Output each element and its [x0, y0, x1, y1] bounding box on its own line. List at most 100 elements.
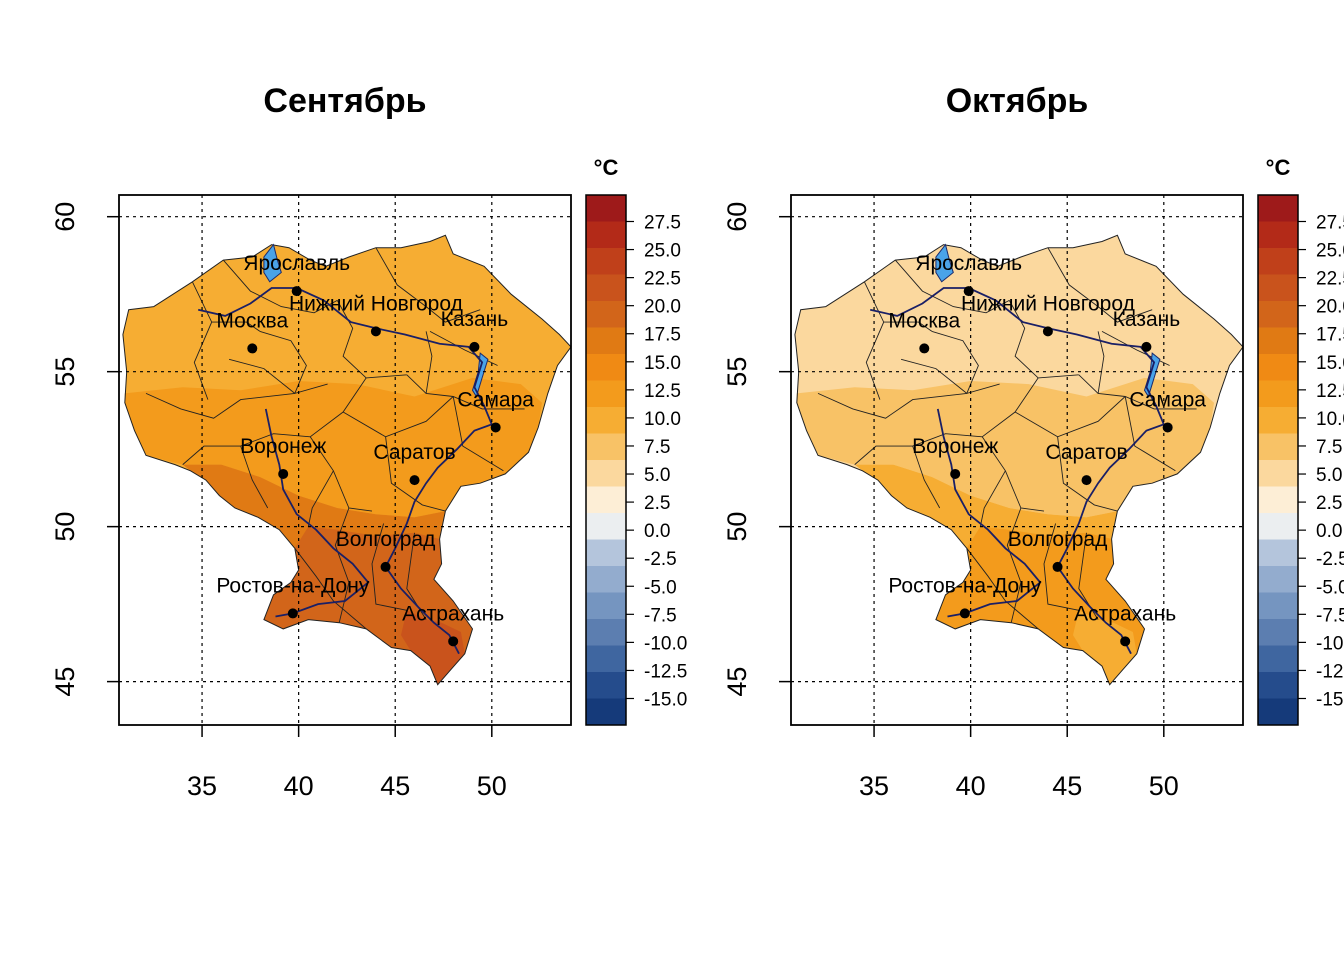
colorbar-swatch — [1258, 301, 1298, 328]
panel-title: Октябрь — [946, 82, 1089, 120]
admin-boundary — [228, 358, 328, 394]
admin-boundary — [145, 392, 295, 419]
y-tick-label: 55 — [50, 357, 80, 387]
colorbar-tick-label: -7.5 — [1316, 605, 1344, 626]
admin-boundary — [817, 392, 967, 419]
colorbar-swatch — [1258, 354, 1298, 381]
colorbar-tick-label: 5.0 — [1316, 465, 1342, 486]
region-fill-delta — [401, 610, 465, 685]
colorbar-frame — [1257, 194, 1299, 726]
colorbar-swatch — [1258, 513, 1298, 540]
x-tick-label: 40 — [284, 771, 314, 801]
colorbar-swatch — [586, 354, 626, 381]
city-marker — [247, 343, 258, 354]
colorbar-swatch — [586, 274, 626, 302]
colorbar-swatch — [1258, 645, 1298, 673]
admin-boundary — [240, 445, 269, 509]
city-label: Волгоград — [1008, 528, 1108, 551]
colorbar-tick-label: -7.5 — [644, 605, 677, 626]
colorbar-swatch — [586, 407, 626, 434]
colorbar-swatch — [586, 221, 626, 249]
colorbar-swatch — [1258, 248, 1298, 275]
colorbar-tick-label: -10.0 — [644, 633, 687, 654]
colorbar-swatch — [586, 698, 626, 726]
city-marker — [291, 286, 302, 297]
colorbar-tick-label: -12.5 — [1316, 661, 1344, 682]
panel-title: Сентябрь — [263, 82, 426, 120]
colorbar-swatch — [586, 592, 626, 620]
city-marker — [959, 608, 970, 619]
colorbar-tick-label: 10.0 — [1316, 409, 1344, 430]
colorbar-tick-label: 17.5 — [1316, 325, 1344, 346]
admin-boundary — [1097, 331, 1105, 394]
colorbar-swatch — [586, 619, 626, 646]
colorbar-tick-label: 20.0 — [644, 297, 681, 318]
x-tick-label: 35 — [859, 771, 889, 801]
colorbar-tick-label: -2.5 — [644, 549, 677, 570]
x-tick-label: 35 — [187, 771, 217, 801]
colorbar-swatch — [1258, 460, 1298, 487]
city-marker — [1162, 422, 1173, 433]
y-tick-label: 60 — [50, 202, 80, 232]
colorbar-tick-label: 2.5 — [1316, 493, 1342, 514]
city-marker — [963, 286, 974, 297]
reservoir — [935, 243, 954, 283]
plot-frame — [118, 194, 572, 726]
admin-boundary — [371, 523, 407, 611]
colorbar-tick-label: 7.5 — [1316, 437, 1342, 458]
city-label: Нижний Новгород — [289, 292, 463, 315]
colorbar-swatch — [1258, 433, 1298, 461]
admin-boundary — [912, 445, 941, 509]
city-label: Ярославль — [243, 252, 350, 275]
colorbar-swatch — [1258, 380, 1298, 408]
admin-boundary — [883, 321, 933, 332]
colorbar-tick-label: 27.5 — [644, 213, 681, 234]
colorbar-swatch — [1258, 274, 1298, 302]
city-marker — [950, 468, 961, 479]
admin-boundary — [342, 396, 454, 438]
colorbar-frame — [585, 194, 627, 726]
city-marker — [287, 608, 298, 619]
colorbar-swatch — [586, 513, 626, 540]
river-don — [264, 408, 370, 618]
colorbar-tick-label: -5.0 — [644, 577, 677, 598]
admin-boundary — [1047, 247, 1153, 323]
colorbar-swatch — [586, 380, 626, 408]
colorbar-tick-label: 25.0 — [1316, 241, 1344, 262]
colorbar-unit: °C — [1266, 155, 1291, 180]
admin-boundary — [894, 259, 1010, 314]
admin-boundary — [981, 436, 1045, 512]
city-label: Казань — [1113, 308, 1181, 331]
x-tick-label: 45 — [380, 771, 410, 801]
colorbar-tick-label: 22.5 — [1316, 269, 1344, 290]
admin-boundary — [979, 470, 1006, 527]
plot-frame — [790, 194, 1244, 726]
colorbar-swatch — [1258, 619, 1298, 646]
colorbar-swatch — [1258, 195, 1298, 222]
colorbar-tick-label: -12.5 — [644, 661, 687, 682]
river-volga — [197, 287, 493, 655]
colorbar-tick-label: 12.5 — [644, 381, 681, 402]
city-marker — [1141, 341, 1152, 352]
colorbar-tick-label: -5.0 — [1316, 577, 1344, 598]
region-fill-delta — [1073, 610, 1137, 685]
colorbar-swatch — [1258, 672, 1298, 699]
y-tick-label: 60 — [722, 202, 752, 232]
colorbar-swatch — [1258, 221, 1298, 249]
colorbar-tick-label: 25.0 — [644, 241, 681, 262]
city-marker — [919, 343, 930, 354]
river-don — [936, 408, 1042, 618]
colorbar-swatch — [586, 327, 626, 355]
colorbar-tick-label: 0.0 — [1316, 521, 1342, 542]
x-tick-label: 45 — [1052, 771, 1082, 801]
colorbar-tick-label: -15.0 — [644, 690, 687, 711]
region-outline — [122, 234, 572, 686]
colorbar-swatch — [586, 460, 626, 487]
y-tick-label: 45 — [722, 667, 752, 697]
x-tick-label: 40 — [956, 771, 986, 801]
colorbar-tick-label: -10.0 — [1316, 633, 1344, 654]
colorbar-tick-label: 20.0 — [1316, 297, 1344, 318]
colorbar-swatch — [1258, 698, 1298, 726]
city-marker — [1042, 326, 1053, 337]
